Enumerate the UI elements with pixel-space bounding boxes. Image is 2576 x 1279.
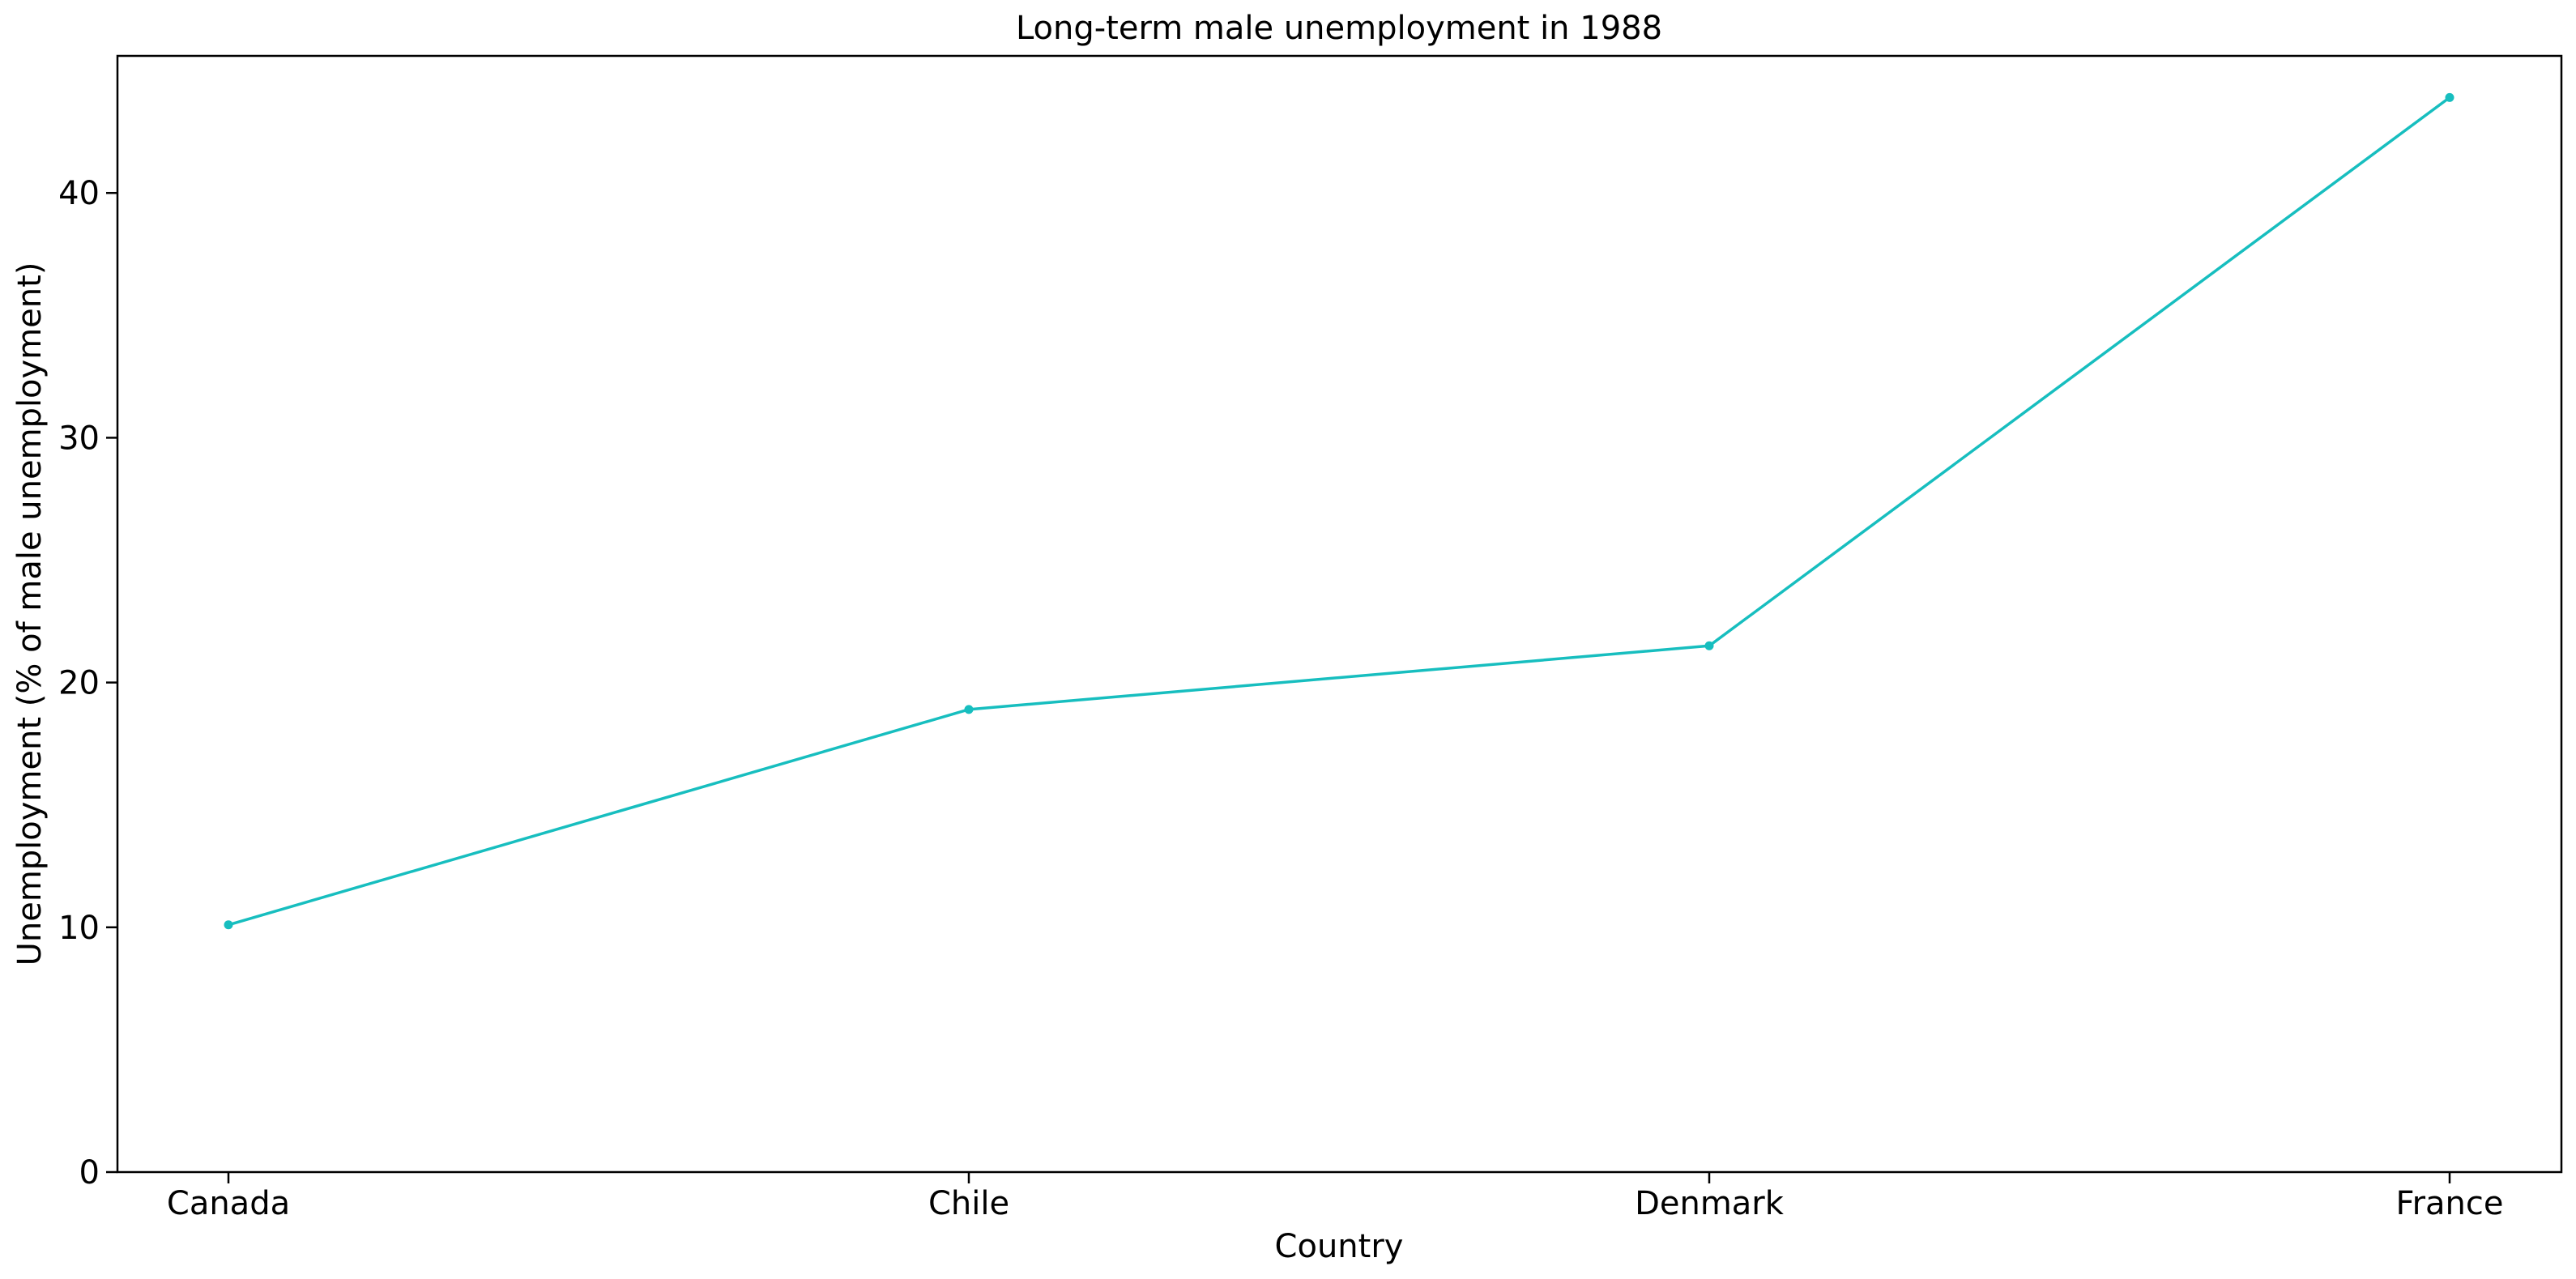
y-axis: 0 10 20 30 40 (58, 175, 117, 1192)
chart-title: Long-term male unemployment in 1988 (1016, 10, 1662, 47)
x-tick-label: Chile (928, 1185, 1009, 1222)
series-line (228, 96, 2451, 927)
x-tick-label: France (2395, 1185, 2503, 1222)
x-tick-label: Canada (167, 1185, 290, 1222)
data-point (964, 705, 974, 714)
plot-area-frame (116, 54, 2563, 1174)
y-axis-label: Unemployment (% of male unemployment) (11, 262, 49, 966)
x-tick-label: Denmark (1635, 1185, 1785, 1222)
y-tick-label: 30 (58, 420, 100, 457)
y-tick-label: 10 (58, 910, 100, 947)
y-tick-label: 40 (58, 175, 100, 212)
data-point (224, 920, 233, 930)
data-point (1704, 641, 1714, 650)
data-point (2445, 92, 2454, 102)
x-axis: Canada Chile Denmark France (167, 1172, 2504, 1222)
x-axis-label: Country (1275, 1228, 1404, 1265)
y-tick-label: 20 (58, 665, 100, 702)
series-layer (224, 92, 2454, 930)
y-tick-label: 0 (79, 1154, 100, 1192)
